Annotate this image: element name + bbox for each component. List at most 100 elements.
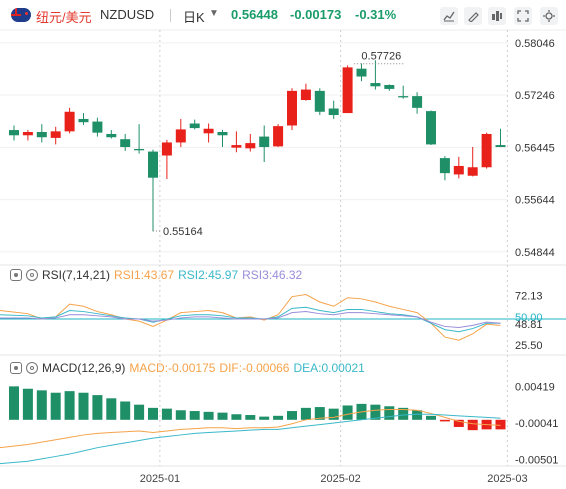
date-tick-label: 2025-02 [320, 473, 360, 485]
macd-bar [439, 419, 450, 422]
candle-body [453, 165, 464, 175]
candle-body [120, 139, 131, 148]
eye-icon[interactable] [10, 269, 22, 281]
candle-body [481, 133, 492, 168]
eye-icon[interactable] [10, 362, 22, 374]
candle-body [398, 96, 409, 98]
candle-body [342, 67, 353, 114]
price-tick-label: 0.55644 [515, 195, 555, 207]
chart-style-icon[interactable] [440, 7, 458, 25]
date-tick-label: 2025-01 [140, 473, 180, 485]
macd-bar [426, 415, 436, 420]
gear-icon[interactable] [26, 362, 38, 374]
macd-bar [273, 415, 284, 420]
macd-bar [384, 406, 395, 420]
dif-value: DIF:-0.00066 [219, 361, 290, 375]
date-tick-label: 2025-03 [487, 473, 527, 485]
candle-body [356, 68, 367, 77]
gear-icon[interactable] [26, 269, 38, 281]
macd-bar [328, 408, 339, 420]
candle-body [439, 158, 450, 174]
candle-body [314, 90, 325, 112]
indicator-icon[interactable] [488, 7, 506, 25]
macd-title: MACD(12,26,9) [42, 361, 126, 375]
macd-bar [245, 415, 256, 420]
macd-bar [22, 388, 33, 420]
candle-body [231, 145, 242, 148]
candle-body [78, 118, 89, 123]
symbol-cn-name[interactable]: 纽元/美元 [36, 10, 92, 25]
macd-bar [398, 407, 409, 420]
high-annotation: 0.57726 [361, 51, 401, 63]
chevron-down-icon[interactable]: ▼ [209, 8, 219, 19]
macd-bar [342, 405, 353, 420]
settings-icon[interactable] [540, 7, 558, 25]
rsi-line [0, 306, 501, 333]
macd-bar [300, 407, 311, 420]
macd-bar [370, 404, 381, 420]
macd-bar [92, 395, 103, 420]
price-change: -0.00173 [290, 7, 342, 22]
rsi-tick-label: 48.81 [515, 319, 543, 331]
rsi-legend: RSI(7,14,21) RSI1:43.67 RSI2:45.97 RSI3:… [10, 268, 306, 282]
macd-bar [203, 411, 214, 420]
candle-body [467, 167, 478, 176]
candle-body [189, 123, 200, 129]
macd-bar [9, 386, 19, 420]
candle-body [217, 132, 228, 136]
rsi-line [0, 294, 501, 341]
macd-bar [78, 392, 89, 420]
rsi-tick-label: 25.50 [515, 340, 543, 352]
candle-body [426, 111, 436, 145]
candle-body [273, 126, 284, 147]
macd-bar [148, 407, 158, 420]
header-divider [170, 9, 171, 22]
candle-body [412, 96, 423, 108]
macd-tick-label: -0.00041 [515, 418, 558, 430]
macd-value: MACD:-0.00175 [129, 361, 216, 375]
price-tick-label: 0.56445 [515, 142, 555, 154]
macd-bar [356, 403, 367, 420]
last-price: 0.56448 [231, 7, 278, 22]
dea-line [0, 413, 501, 465]
macd-bar [189, 411, 200, 420]
fullscreen-icon[interactable] [514, 7, 532, 25]
candle-body [245, 143, 256, 149]
candle-body [161, 142, 172, 156]
rsi2-value: RSI2:45.97 [178, 268, 239, 282]
drawing-tool-icon[interactable] [464, 7, 482, 25]
candle-body [384, 85, 395, 89]
dif-line [0, 408, 501, 449]
candle-body [300, 89, 311, 101]
price-tick-label: 0.58046 [515, 38, 555, 50]
candle-body [175, 129, 186, 143]
candle-body [134, 148, 145, 151]
candle-body [9, 130, 19, 136]
period-selector[interactable]: 日K [183, 10, 205, 25]
macd-tick-label: 0.00419 [515, 381, 555, 393]
candle-body [148, 151, 158, 178]
macd-legend: MACD(12,26,9) MACD:-0.00175 DIF:-0.00066… [10, 361, 369, 375]
macd-bar [50, 392, 61, 420]
rsi-tick-label: 72.13 [515, 290, 543, 302]
price-tick-label: 0.57246 [515, 90, 555, 102]
rsi-title: RSI(7,14,21) [42, 268, 111, 282]
macd-bar [36, 390, 47, 420]
candle-body [328, 108, 339, 116]
price-tick-label: 0.54844 [515, 247, 555, 259]
rsi1-value: RSI1:43.67 [114, 268, 175, 282]
macd-bar [175, 410, 186, 420]
rsi-line [0, 311, 501, 329]
macd-bar [467, 419, 478, 431]
macd-bar [134, 404, 145, 420]
candle-body [287, 90, 297, 126]
macd-tick-label: -0.00501 [515, 455, 558, 467]
candle-body [50, 131, 61, 138]
candle-body [495, 145, 506, 148]
symbol-code[interactable]: NZDUSD [100, 7, 155, 22]
rsi-tick-label: 50.00 [515, 312, 543, 324]
macd-bar [106, 398, 117, 420]
chart-header: 纽元/美元 NZDUSD 日K ▼ 0.56448 -0.00173 -0.31… [0, 0, 566, 30]
macd-bar [231, 414, 242, 420]
